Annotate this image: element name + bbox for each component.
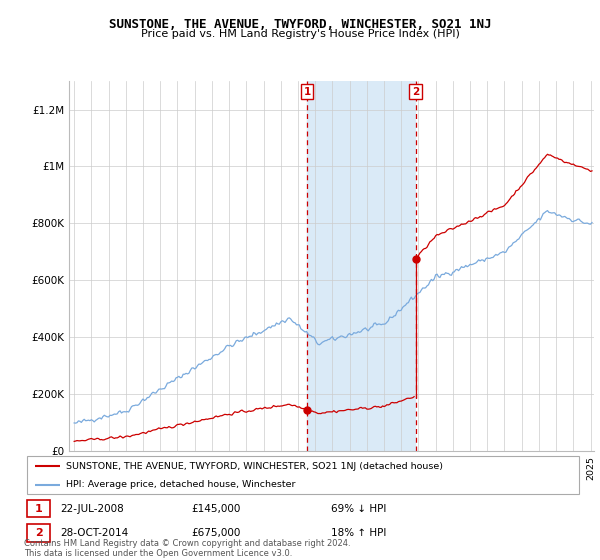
Text: SUNSTONE, THE AVENUE, TWYFORD, WINCHESTER, SO21 1NJ: SUNSTONE, THE AVENUE, TWYFORD, WINCHESTE… bbox=[109, 18, 491, 31]
FancyBboxPatch shape bbox=[27, 456, 579, 494]
Text: 1: 1 bbox=[304, 87, 311, 97]
Text: 2: 2 bbox=[35, 528, 43, 538]
Bar bbox=[27, 500, 50, 517]
Text: 69% ↓ HPI: 69% ↓ HPI bbox=[331, 503, 386, 514]
Text: 22-JUL-2008: 22-JUL-2008 bbox=[60, 503, 124, 514]
Text: 28-OCT-2014: 28-OCT-2014 bbox=[60, 528, 128, 538]
Text: £675,000: £675,000 bbox=[191, 528, 241, 538]
Bar bbox=[307, 81, 415, 451]
Text: HPI: Average price, detached house, Winchester: HPI: Average price, detached house, Winc… bbox=[66, 480, 295, 489]
Text: 1: 1 bbox=[35, 503, 43, 514]
Bar bbox=[27, 524, 50, 542]
Text: 2: 2 bbox=[412, 87, 419, 97]
Text: £145,000: £145,000 bbox=[191, 503, 241, 514]
Text: SUNSTONE, THE AVENUE, TWYFORD, WINCHESTER, SO21 1NJ (detached house): SUNSTONE, THE AVENUE, TWYFORD, WINCHESTE… bbox=[66, 461, 443, 470]
Text: Price paid vs. HM Land Registry's House Price Index (HPI): Price paid vs. HM Land Registry's House … bbox=[140, 29, 460, 39]
Text: Contains HM Land Registry data © Crown copyright and database right 2024.
This d: Contains HM Land Registry data © Crown c… bbox=[24, 539, 350, 558]
Text: 18% ↑ HPI: 18% ↑ HPI bbox=[331, 528, 386, 538]
